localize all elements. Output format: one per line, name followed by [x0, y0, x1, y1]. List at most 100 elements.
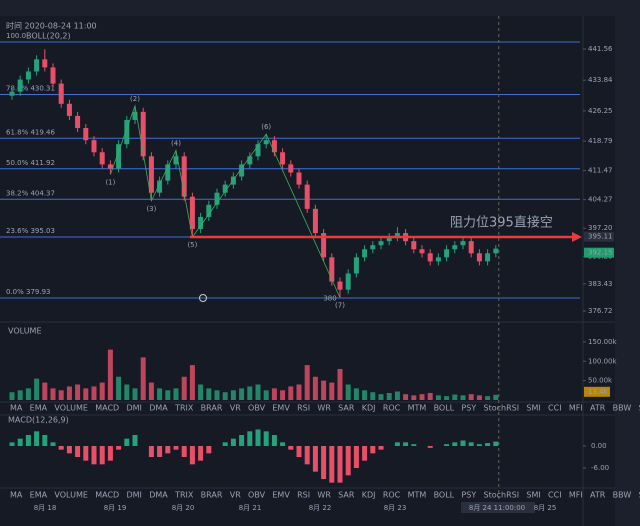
- volume-bar: [83, 388, 89, 400]
- indicator-tab[interactable]: SKDJ: [639, 491, 640, 500]
- candle-body: [66, 103, 72, 116]
- indicator-tab[interactable]: MFI: [569, 491, 583, 500]
- candle-body: [394, 233, 400, 238]
- indicator-tab[interactable]: EMA: [30, 491, 48, 500]
- indicator-tab[interactable]: CCI: [548, 404, 562, 413]
- candle-body: [411, 241, 417, 250]
- volume-bar: [173, 388, 179, 400]
- indicator-tab[interactable]: TRIX: [174, 404, 194, 413]
- indicator-tab[interactable]: MACD: [95, 491, 119, 500]
- indicator-tab[interactable]: SMI: [526, 491, 540, 500]
- macd-bar: [460, 440, 466, 446]
- candle-body: [198, 216, 204, 230]
- candle-body: [58, 83, 64, 104]
- indicator-tab[interactable]: VR: [230, 404, 241, 413]
- indicator-tab[interactable]: MA: [10, 491, 23, 500]
- indicator-tab[interactable]: SAR: [338, 404, 355, 413]
- indicator-tab[interactable]: DMA: [149, 491, 168, 500]
- indicator-tab[interactable]: OBV: [248, 404, 266, 413]
- volume-bar: [435, 395, 441, 400]
- annotation-arrow: [572, 232, 582, 243]
- indicator-tab[interactable]: EMA: [30, 404, 48, 413]
- indicator-tab[interactable]: ROC: [383, 404, 401, 413]
- indicator-tab[interactable]: SAR: [338, 491, 355, 500]
- indicator-tab[interactable]: SMI: [526, 404, 540, 413]
- indicator-tab[interactable]: OBV: [248, 491, 266, 500]
- volume-bar: [239, 388, 245, 400]
- y-tick-label: 383.43: [588, 280, 613, 288]
- indicator-tab[interactable]: DMI: [126, 404, 141, 413]
- indicator-caption: BOLL(20,2): [26, 32, 71, 41]
- macd-bar: [493, 441, 499, 446]
- volume-tick-label: 50.00k: [588, 377, 613, 385]
- indicator-tab[interactable]: WR: [317, 404, 331, 413]
- candle-body: [247, 156, 253, 165]
- macd-bar: [157, 446, 163, 457]
- price-marker-label: 395.11: [588, 233, 613, 241]
- candle-body: [321, 233, 327, 258]
- indicator-tab[interactable]: ATR: [590, 404, 606, 413]
- price-marker-label: 392.15: [588, 249, 613, 257]
- macd-bar: [173, 446, 179, 450]
- y-tick-label: 433.84: [588, 76, 613, 84]
- volume-bar: [25, 388, 31, 400]
- indicator-tab[interactable]: ATR: [590, 491, 606, 500]
- indicator-tab[interactable]: MFI: [569, 404, 583, 413]
- indicator-tab[interactable]: BOLL: [434, 491, 455, 500]
- volume-bar: [198, 384, 204, 400]
- volume-bar: [99, 382, 105, 400]
- indicator-tab[interactable]: VOLUME: [54, 491, 88, 500]
- volume-bar: [50, 388, 56, 400]
- indicator-tab[interactable]: EMV: [272, 404, 290, 413]
- candle-body: [370, 245, 376, 250]
- candle-body: [239, 164, 245, 177]
- indicator-tab[interactable]: RSI: [297, 404, 310, 413]
- indicator-tab[interactable]: DMA: [149, 404, 168, 413]
- indicator-tab[interactable]: BRAR: [201, 404, 223, 413]
- volume-bar: [230, 390, 236, 400]
- indicator-tab[interactable]: VR: [230, 491, 241, 500]
- indicator-tab[interactable]: ROC: [383, 491, 401, 500]
- indicator-tab[interactable]: KDJ: [362, 404, 376, 413]
- indicator-tab[interactable]: BBW: [613, 491, 632, 500]
- macd-bar: [247, 431, 253, 446]
- x-tick-label: 8月 24 11:00:00: [469, 504, 525, 512]
- indicator-tab[interactable]: TRIX: [174, 491, 194, 500]
- volume-bar: [304, 365, 310, 400]
- candle-body: [116, 144, 122, 169]
- indicator-tab[interactable]: PSY: [461, 404, 476, 413]
- y-tick-label: 404.27: [588, 196, 613, 204]
- indicator-tab[interactable]: DMI: [126, 491, 141, 500]
- indicator-tab[interactable]: KDJ: [362, 491, 376, 500]
- candle-body: [140, 111, 146, 157]
- indicator-tab[interactable]: MA: [10, 404, 23, 413]
- macd-bar: [452, 442, 458, 446]
- candle-body: [280, 152, 286, 165]
- indicator-tab[interactable]: StochRSI: [484, 491, 520, 500]
- candle-body: [353, 257, 359, 274]
- macd-bar: [17, 438, 23, 446]
- indicator-tab[interactable]: MTM: [408, 491, 427, 500]
- candle-body: [337, 281, 343, 290]
- indicator-tab[interactable]: CCI: [548, 491, 562, 500]
- indicator-tab[interactable]: WR: [317, 491, 331, 500]
- macd-bar: [263, 431, 269, 446]
- indicator-tab[interactable]: MTM: [408, 404, 427, 413]
- indicator-tab[interactable]: BOLL: [434, 404, 455, 413]
- indicator-tab[interactable]: PSY: [461, 491, 476, 500]
- indicator-tab[interactable]: VOLUME: [54, 404, 88, 413]
- indicator-tab[interactable]: MACD: [95, 404, 119, 413]
- indicator-tab[interactable]: SKDJ: [639, 404, 640, 413]
- candle-body: [206, 204, 212, 217]
- candle-body: [427, 253, 433, 262]
- wave-label: (2): [130, 95, 140, 103]
- indicator-tab[interactable]: BRAR: [201, 491, 223, 500]
- candle-body: [132, 111, 138, 120]
- price-marker-box: [584, 247, 614, 258]
- indicator-tab[interactable]: EMV: [272, 491, 290, 500]
- indicator-tab[interactable]: StochRSI: [484, 404, 520, 413]
- volume-bar: [66, 386, 72, 400]
- indicator-tab[interactable]: RSI: [297, 491, 310, 500]
- volume-bar: [362, 390, 368, 400]
- indicator-tab[interactable]: BBW: [613, 404, 632, 413]
